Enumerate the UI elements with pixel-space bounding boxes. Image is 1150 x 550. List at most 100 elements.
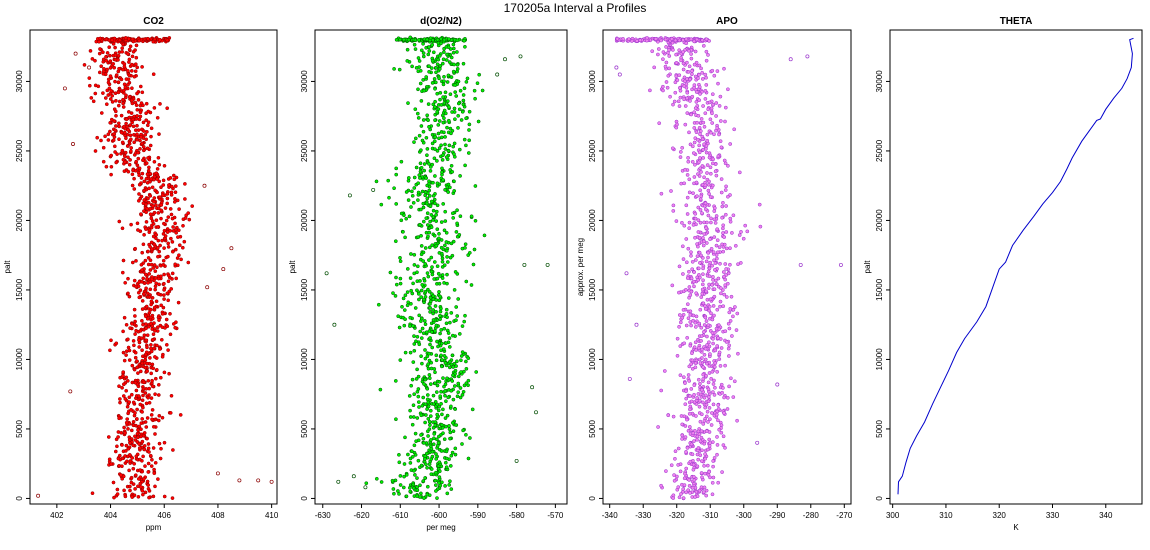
data-point (156, 224, 161, 229)
x-tick-label: 402 (50, 511, 64, 520)
data-point (697, 72, 701, 77)
data-point (402, 323, 407, 328)
data-point (155, 115, 160, 120)
data-point (692, 39, 697, 44)
data-point (116, 53, 121, 58)
panel-title: THETA (1000, 16, 1033, 27)
data-point (145, 436, 149, 441)
data-point (671, 203, 676, 208)
data-point (732, 379, 737, 384)
data-point (108, 59, 113, 63)
data-point (135, 65, 140, 70)
data-point (155, 343, 159, 348)
data-point (165, 201, 170, 206)
data-point (675, 122, 679, 127)
data-point (728, 216, 733, 221)
data-point (670, 146, 675, 151)
outlier-point (530, 385, 535, 390)
data-point (406, 101, 410, 105)
data-point (146, 120, 151, 125)
data-point (437, 76, 441, 81)
outlier-point (363, 485, 368, 490)
data-point (412, 392, 417, 397)
data-point (441, 178, 445, 182)
data-point (700, 282, 705, 287)
data-point (136, 128, 141, 132)
data-point (128, 44, 133, 49)
data-point (427, 258, 431, 262)
data-point (140, 318, 144, 323)
data-point (125, 459, 129, 464)
data-point (677, 290, 681, 295)
data-point (710, 369, 715, 374)
data-point (679, 181, 684, 186)
data-point (434, 309, 438, 314)
data-point (704, 259, 709, 264)
data-point (427, 358, 432, 363)
data-point (435, 159, 439, 163)
data-point (421, 436, 426, 441)
data-point (162, 246, 166, 250)
data-point (429, 213, 434, 217)
data-point (394, 202, 399, 206)
data-point (139, 434, 143, 439)
data-point (153, 188, 157, 193)
data-point (424, 75, 429, 79)
data-point (731, 314, 735, 319)
data-point (426, 434, 430, 438)
data-point (141, 201, 146, 206)
data-point (449, 487, 454, 491)
data-point (707, 406, 712, 410)
data-point (439, 36, 443, 41)
data-point (415, 416, 420, 420)
data-point (683, 167, 687, 172)
data-point (130, 321, 134, 326)
data-point (427, 181, 431, 186)
data-point (148, 206, 153, 211)
data-point (681, 50, 686, 54)
data-point (672, 478, 677, 483)
data-point (455, 38, 460, 43)
data-point (427, 351, 431, 356)
data-point (140, 348, 144, 353)
data-point (431, 193, 436, 198)
data-point (678, 469, 683, 474)
data-point (419, 252, 424, 257)
data-point (153, 355, 157, 359)
data-point (680, 437, 684, 441)
data-point (703, 97, 708, 101)
data-point (685, 111, 690, 115)
data-point (686, 159, 691, 164)
data-point (393, 294, 398, 298)
data-point (694, 37, 699, 42)
y-tick-label: 10000 (588, 348, 597, 371)
data-point (421, 51, 426, 55)
data-point (415, 488, 420, 493)
data-point (431, 393, 436, 398)
data-point (140, 141, 144, 146)
data-point (677, 495, 682, 500)
data-point (129, 428, 134, 433)
data-point (705, 297, 710, 302)
data-point (459, 354, 464, 358)
data-point (155, 245, 160, 250)
data-point (430, 243, 435, 248)
data-point (433, 399, 438, 404)
data-point (180, 245, 185, 250)
data-point (681, 257, 686, 261)
data-point (132, 176, 136, 181)
x-tick-label: -620 (354, 511, 371, 520)
data-point (425, 196, 430, 201)
data-point (127, 115, 132, 120)
data-point (701, 43, 706, 48)
data-point (157, 132, 161, 136)
data-point (695, 137, 700, 142)
data-point (710, 121, 715, 125)
data-point (162, 494, 167, 499)
data-point (429, 446, 434, 451)
data-point (435, 264, 440, 269)
data-point (426, 274, 431, 279)
data-point (661, 50, 666, 54)
data-point (434, 390, 439, 394)
data-point (108, 53, 112, 58)
